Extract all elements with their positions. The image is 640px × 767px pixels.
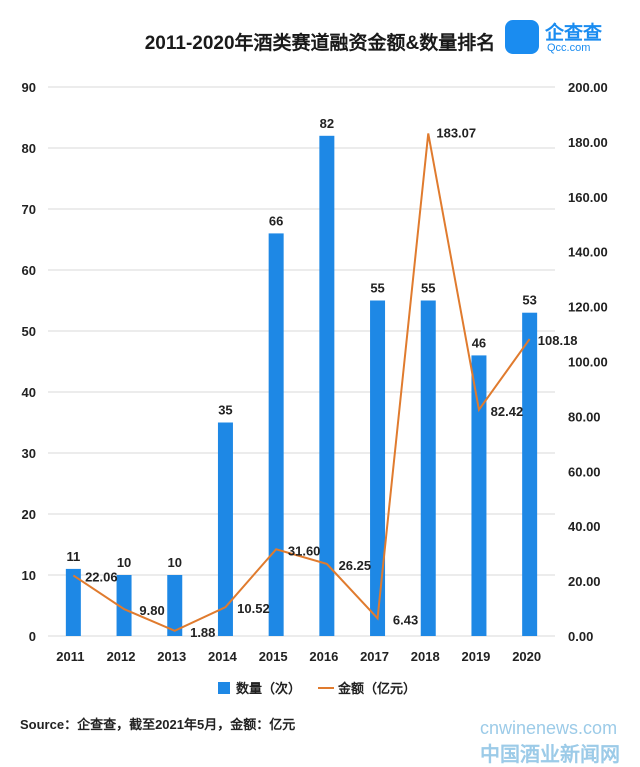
bar-data-label: 46 — [472, 335, 486, 350]
bar-data-label: 55 — [421, 281, 435, 296]
x-tick-label: 2011 — [56, 649, 84, 664]
left-tick-label: 80 — [22, 141, 36, 156]
line-data-label: 31.60 — [288, 543, 321, 558]
right-tick-label: 160.00 — [568, 190, 608, 205]
left-tick-label: 50 — [22, 324, 36, 339]
bar-data-label: 55 — [370, 281, 384, 296]
qcc-logo: 企查查 Qcc.com — [505, 18, 635, 58]
bar — [65, 568, 81, 636]
logo-name-cn: 企查查 — [545, 23, 603, 44]
left-tick-label: 10 — [22, 568, 36, 583]
right-tick-label: 80.00 — [568, 409, 601, 424]
bar — [471, 355, 487, 636]
line-data-label: 183.07 — [436, 125, 476, 140]
right-tick-label: 140.00 — [568, 245, 608, 260]
qcc-logo-icon — [505, 20, 539, 54]
amount-line — [72, 133, 531, 632]
x-tick-label: 2018 — [411, 649, 440, 664]
x-tick-label: 2017 — [360, 649, 389, 664]
left-tick-label: 30 — [22, 446, 36, 461]
bar — [217, 422, 233, 636]
left-tick-label: 0 — [29, 629, 36, 644]
right-tick-label: 40.00 — [568, 519, 601, 534]
right-tick-label: 200.00 — [568, 80, 608, 95]
bar-data-label: 11 — [66, 549, 80, 564]
legend-bar-swatch — [218, 682, 230, 694]
right-tick-label: 120.00 — [568, 300, 608, 315]
x-tick-label: 2019 — [461, 649, 490, 664]
bar — [420, 300, 436, 636]
left-tick-label: 40 — [22, 385, 36, 400]
left-tick-label: 90 — [22, 80, 36, 95]
left-tick-label: 70 — [22, 202, 36, 217]
right-tick-label: 180.00 — [568, 135, 608, 150]
bar — [522, 312, 538, 636]
right-tick-label: 100.00 — [568, 355, 608, 370]
line-data-label: 82.42 — [491, 404, 524, 419]
left-tick-label: 20 — [22, 507, 36, 522]
site-domain: cnwinenews.com — [480, 718, 618, 738]
bar — [116, 575, 132, 636]
x-tick-label: 2016 — [309, 649, 338, 664]
chart-title: 2011-2020年酒类赛道融资金额&数量排名 — [144, 33, 496, 54]
bar — [370, 300, 386, 636]
site-name-cn: 中国酒业新闻网 — [480, 744, 620, 766]
right-tick-label: 60.00 — [568, 464, 601, 479]
x-tick-label: 2013 — [157, 649, 186, 664]
left-tick-label: 60 — [22, 263, 36, 278]
x-tick-label: 2015 — [259, 649, 288, 664]
legend-line-label: 金额（亿元） — [337, 681, 416, 696]
bar-data-label: 66 — [269, 213, 283, 228]
bar-data-label: 82 — [320, 116, 334, 131]
line-data-label: 1.88 — [190, 625, 215, 640]
line-data-label: 108.18 — [538, 333, 578, 348]
x-tick-label: 2020 — [512, 649, 541, 664]
x-tick-label: 2014 — [208, 649, 238, 664]
bar — [268, 233, 284, 636]
bar-data-label: 35 — [218, 403, 232, 418]
logo-name-en: Qcc.com — [547, 42, 591, 54]
line-data-label: 6.43 — [393, 612, 418, 627]
line-data-label: 22.06 — [85, 569, 118, 584]
bar — [319, 135, 335, 637]
right-tick-label: 0.00 — [568, 629, 593, 644]
right-tick-label: 20.00 — [568, 574, 601, 589]
bar-data-label: 53 — [522, 293, 536, 308]
line-data-label: 9.80 — [139, 603, 164, 618]
source-note: Source：企查查，截至2021年5月，金额：亿元 — [20, 717, 296, 732]
legend-bar-label: 数量（次） — [236, 681, 301, 696]
bar-data-label: 10 — [168, 555, 182, 570]
bar-data-label: 10 — [117, 555, 131, 570]
x-tick-label: 2012 — [107, 649, 136, 664]
line-data-label: 10.52 — [237, 601, 270, 616]
bar — [167, 575, 183, 636]
line-data-label: 26.25 — [339, 558, 372, 573]
